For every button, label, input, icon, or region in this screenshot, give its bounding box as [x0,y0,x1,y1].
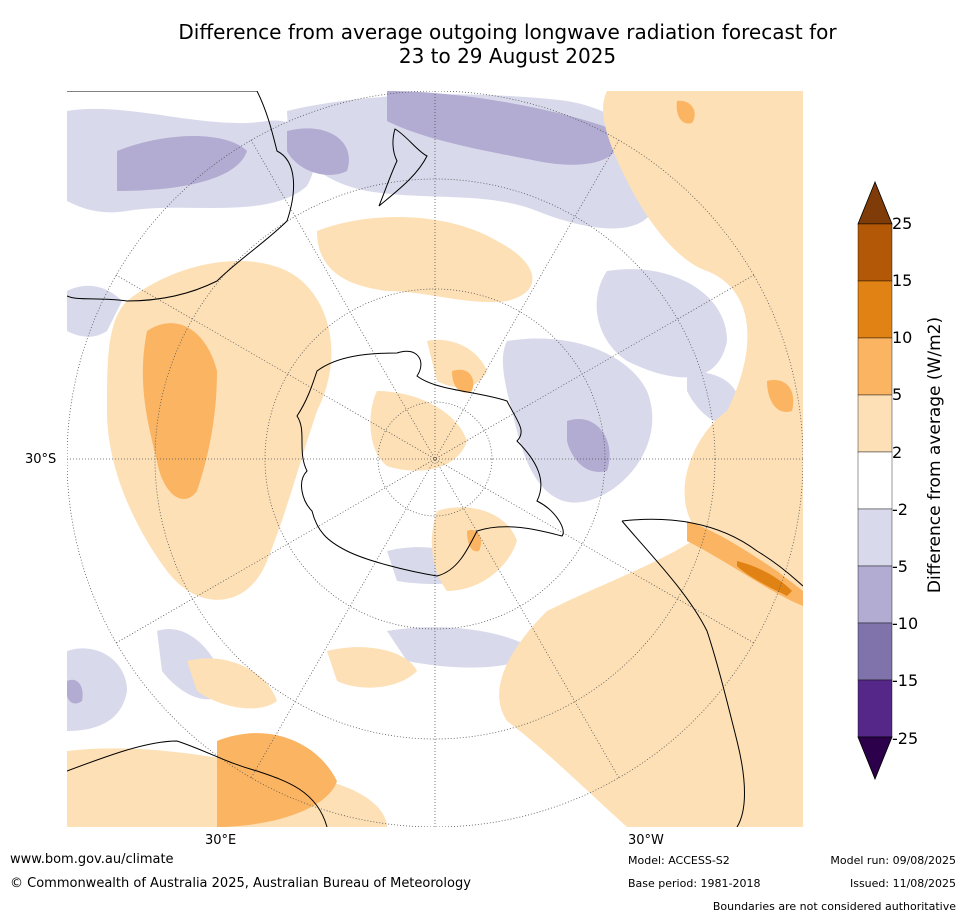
longitude-label-30w: 30°W [628,833,664,848]
title-line-2: 23 to 29 August 2025 [398,44,617,68]
colorbar-band-neg2-5 [857,508,893,567]
copyright-text: © Commonwealth of Australia 2025, Austra… [10,876,471,891]
colorbar-band-10-15 [857,280,893,339]
website-link[interactable]: www.bom.gov.au/climate [10,852,174,867]
south-america-outline [621,518,803,827]
australia-outline [67,91,295,302]
model-text: Model: ACCESS-S2 [628,854,730,867]
graticule [67,91,803,827]
colorbar-tick-label: -2 [892,500,908,519]
latitude-label-30s: 30°S [25,452,57,467]
positive-anomaly-regions [67,91,803,827]
model-run-text: Model run: 09/08/2025 [830,854,956,867]
new-zealand-outline [378,128,428,207]
colorbar-band-neg10-15 [857,622,893,681]
colorbar-bottom-arrow [857,736,893,781]
disclaimer-text: Boundaries are not considered authoritat… [712,900,956,913]
issued-text: Issued: 11/08/2025 [849,877,956,890]
base-period-text: Base period: 1981-2018 [628,877,761,890]
colorbar-tick-label: 25 [892,214,913,233]
colorbar [857,180,893,781]
polar-map [67,91,803,827]
colorbar-tick-label: 5 [892,385,903,404]
antarctica-outline [296,350,564,577]
colorbar-tick-label: 15 [892,271,913,290]
colorbar-top-arrow [857,180,893,225]
colorbar-band-neutral [857,451,893,510]
colorbar-band-15-25 [857,223,893,282]
colorbar-tick-label: 10 [892,328,913,347]
colorbar-band-5-10 [857,337,893,396]
colorbar-tick-label: -10 [892,614,919,633]
strong-positive-regions [737,561,792,596]
southern-africa-outline [67,740,328,827]
colorbar-band-neg5-10 [857,565,893,624]
colorbar-tick-label: 2 [892,443,903,462]
title-line-1: Difference from average outgoing longwav… [178,20,837,44]
colorbar-tick-label: -25 [892,729,919,748]
map-title: Difference from average outgoing longwav… [70,20,945,68]
colorbar-title: Difference from average (W/m2) [925,316,945,594]
longitude-label-30e: 30°E [205,833,237,848]
colorbar-tick-label: -5 [892,557,908,576]
colorbar-band-neg15-25 [857,679,893,738]
colorbar-tick-label: -15 [892,671,919,690]
colorbar-band-2-5 [857,394,893,453]
